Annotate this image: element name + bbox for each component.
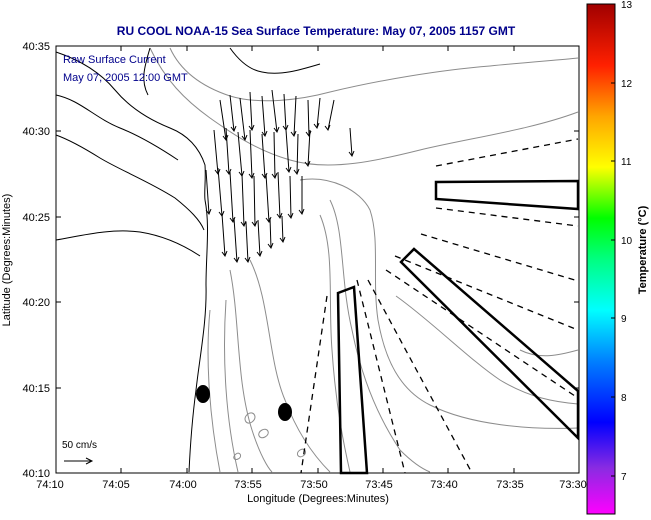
x-axis bbox=[55, 46, 580, 473]
colorbar-tick-label: 13 bbox=[621, 0, 633, 11]
overlay-date: May 07, 2005 12:00 GMT bbox=[63, 72, 188, 84]
map-frame bbox=[55, 45, 580, 474]
mooring-dot bbox=[196, 385, 210, 403]
x-tick-labels: 74:10 74:05 74:00 73:55 73:50 73:45 73:4… bbox=[36, 479, 587, 491]
y-tick-label: 40:25 bbox=[22, 212, 50, 224]
y-tick-label: 40:10 bbox=[22, 468, 50, 480]
y-tick-label: 40:15 bbox=[22, 383, 50, 395]
coastline bbox=[55, 47, 321, 473]
surface-current-vectors bbox=[205, 89, 355, 264]
x-axis-label: Longitude (Degrees:Minutes) bbox=[247, 493, 389, 505]
colorbar-tick-label: 8 bbox=[621, 393, 627, 404]
colorbar-ticks bbox=[611, 3, 615, 477]
y-tick-labels: 40:35 40:30 40:25 40:20 40:15 40:10 bbox=[22, 41, 50, 480]
y-axis bbox=[56, 45, 579, 474]
colorbar-tick-label: 12 bbox=[621, 79, 633, 90]
colorbar bbox=[586, 3, 616, 515]
scale-label: 50 cm/s bbox=[62, 440, 97, 451]
x-tick-label: 74:05 bbox=[102, 479, 130, 491]
y-tick-label: 40:20 bbox=[22, 297, 50, 309]
y-tick-label: 40:30 bbox=[22, 126, 50, 138]
x-tick-label: 74:10 bbox=[36, 479, 64, 491]
colorbar-tick-labels: 13 12 11 10 9 8 7 bbox=[621, 0, 633, 483]
colorbar-tick-label: 10 bbox=[621, 236, 633, 247]
x-tick-label: 73:55 bbox=[234, 479, 262, 491]
x-tick-label: 73:35 bbox=[496, 479, 524, 491]
colorbar-tick-label: 9 bbox=[621, 314, 627, 325]
colorbar-label: Temperature (°C) bbox=[637, 205, 649, 294]
y-tick-label: 40:35 bbox=[22, 41, 50, 53]
figure-title: RU COOL NOAA-15 Sea Surface Temperature:… bbox=[117, 24, 516, 38]
x-tick-label: 73:40 bbox=[430, 479, 458, 491]
radar-beam-lines bbox=[300, 138, 579, 474]
x-tick-label: 74:00 bbox=[169, 479, 197, 491]
x-tick-label: 73:50 bbox=[300, 479, 328, 491]
y-axis-label: Latitude (Degrees:Minutes) bbox=[1, 194, 13, 327]
mooring-dot bbox=[278, 403, 292, 421]
overlay-title: Raw Surface Current bbox=[63, 54, 166, 66]
x-tick-label: 73:30 bbox=[559, 479, 587, 491]
colorbar-tick-label: 7 bbox=[621, 472, 627, 483]
colorbar-tick-label: 11 bbox=[621, 157, 632, 168]
bathymetry-contours bbox=[149, 47, 579, 473]
x-tick-label: 73:45 bbox=[365, 479, 393, 491]
scale-arrow bbox=[64, 457, 94, 465]
survey-boxes bbox=[336, 179, 580, 475]
